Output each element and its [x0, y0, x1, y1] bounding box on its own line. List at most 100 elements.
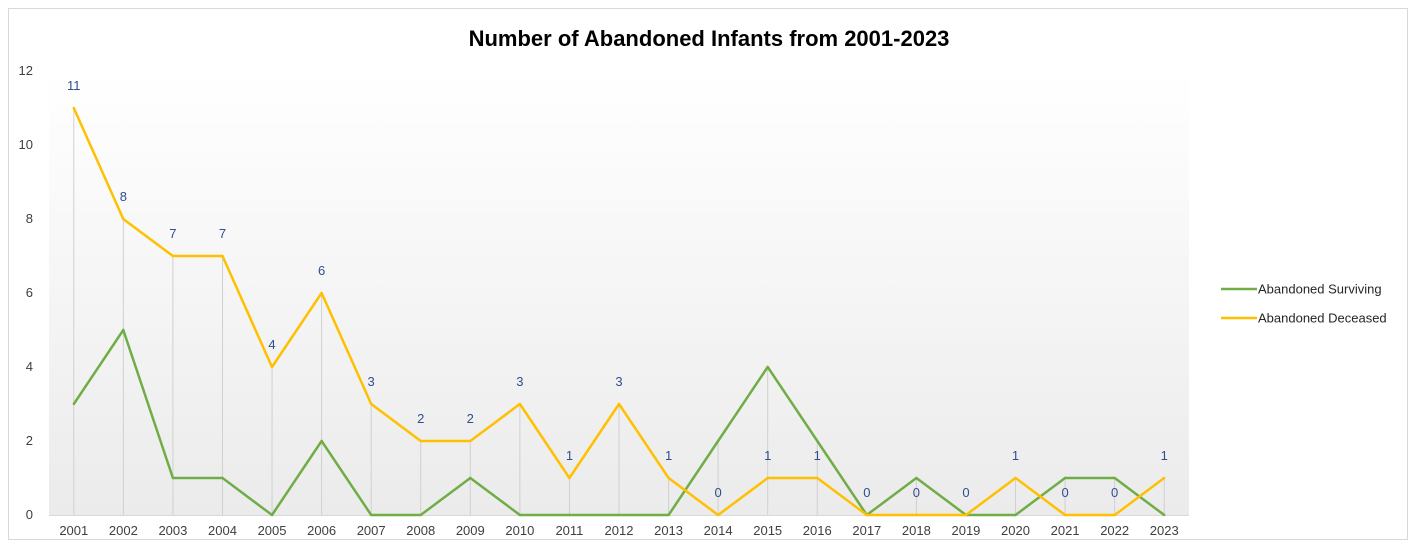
data-point: [122, 328, 125, 332]
y-tick-label: 10: [19, 137, 33, 152]
x-tick-label: 2007: [357, 523, 386, 538]
data-point: [72, 106, 75, 110]
data-point: [1113, 513, 1116, 517]
data-point: [865, 513, 869, 517]
data-label: 1: [1012, 448, 1019, 463]
x-tick-label: 2014: [704, 523, 733, 538]
data-point: [320, 439, 323, 443]
x-tick-label: 2004: [208, 523, 237, 538]
data-label: 1: [814, 448, 821, 463]
data-label: 2: [467, 411, 474, 426]
data-label: 0: [715, 485, 722, 500]
data-point: [419, 439, 422, 443]
data-label: 1: [1161, 448, 1168, 463]
x-tick-label: 2010: [505, 523, 534, 538]
data-point: [1014, 513, 1017, 517]
data-label: 7: [219, 226, 226, 241]
data-point: [1163, 513, 1166, 517]
x-tick-label: 2001: [59, 523, 88, 538]
x-tick-label: 2005: [258, 523, 287, 538]
data-point: [1014, 476, 1017, 480]
legend-label: Abandoned Surviving: [1258, 282, 1382, 297]
x-tick-label: 2021: [1051, 523, 1080, 538]
y-tick-label: 6: [26, 285, 33, 300]
data-point: [469, 439, 472, 443]
x-tick-label: 2002: [109, 523, 138, 538]
data-point: [1063, 476, 1067, 480]
data-label: 8: [120, 189, 127, 204]
data-point: [419, 513, 422, 517]
data-label: 1: [566, 448, 573, 463]
x-tick-label: 2006: [307, 523, 336, 538]
y-tick-label: 2: [26, 433, 33, 448]
data-point: [964, 513, 968, 517]
y-tick-label: 0: [26, 507, 33, 522]
data-label: 0: [913, 485, 920, 500]
x-tick-label: 2016: [803, 523, 832, 538]
data-point: [816, 476, 819, 480]
y-tick-label: 12: [19, 63, 33, 78]
data-point: [518, 513, 522, 517]
x-tick-label: 2018: [902, 523, 931, 538]
data-point: [667, 476, 670, 480]
data-label: 2: [417, 411, 424, 426]
y-tick-label: 8: [26, 211, 33, 226]
data-point: [221, 476, 224, 480]
data-label: 0: [863, 485, 870, 500]
legend-label: Abandoned Deceased: [1258, 311, 1387, 326]
data-point: [122, 217, 125, 221]
data-point: [568, 476, 571, 480]
data-point: [766, 365, 769, 369]
x-tick-label: 2009: [456, 523, 485, 538]
data-label: 11: [67, 78, 81, 93]
data-label: 7: [169, 226, 176, 241]
data-point: [320, 291, 323, 295]
series-lines: [72, 106, 1166, 517]
data-label: 3: [516, 374, 523, 389]
data-point: [915, 513, 918, 517]
data-point: [171, 476, 175, 480]
line-chart: Number of Abandoned Infants from 2001-20…: [19, 26, 1387, 538]
chart-title: Number of Abandoned Infants from 2001-20…: [469, 26, 950, 51]
x-tick-label: 2022: [1100, 523, 1129, 538]
data-point: [568, 513, 571, 517]
data-label: 1: [764, 448, 771, 463]
x-tick-label: 2015: [753, 523, 782, 538]
data-label: 0: [1061, 485, 1068, 500]
x-tick-label: 2020: [1001, 523, 1030, 538]
x-tick-label: 2012: [605, 523, 634, 538]
data-label: 1: [665, 448, 672, 463]
x-tick-label: 2003: [158, 523, 187, 538]
chart-frame: Number of Abandoned Infants from 2001-20…: [8, 8, 1408, 540]
data-label: 4: [268, 337, 275, 352]
data-point: [617, 513, 621, 517]
data-point: [716, 513, 720, 517]
data-point: [1163, 476, 1166, 480]
x-tick-label: 2011: [555, 523, 583, 538]
x-tick-label: 2023: [1150, 523, 1179, 538]
y-axis: 0 2 4 6 8 10 12: [19, 63, 33, 522]
x-tick-label: 2008: [406, 523, 435, 538]
data-point: [171, 254, 175, 258]
y-tick-label: 4: [26, 359, 33, 374]
drop-lines: [73, 108, 1165, 515]
data-label: 3: [368, 374, 375, 389]
data-label: 6: [318, 263, 325, 278]
data-point: [716, 439, 720, 443]
data-point: [1113, 476, 1116, 480]
x-tick-label: 2013: [654, 523, 683, 538]
data-point: [221, 254, 224, 258]
x-axis: 2001 2002 2003 2004 2005 2006 2007 2008 2009 2010…: [49, 515, 1189, 538]
data-point: [72, 402, 75, 406]
data-point: [518, 402, 522, 406]
data-point: [766, 476, 769, 480]
data-point: [816, 439, 819, 443]
data-point: [270, 513, 274, 517]
data-label: 0: [962, 485, 969, 500]
x-tick-label: 2017: [852, 523, 881, 538]
data-point: [915, 476, 918, 480]
legend: Abandoned Surviving Abandoned Deceased: [1221, 282, 1387, 326]
data-point: [617, 402, 621, 406]
data-point: [469, 476, 472, 480]
